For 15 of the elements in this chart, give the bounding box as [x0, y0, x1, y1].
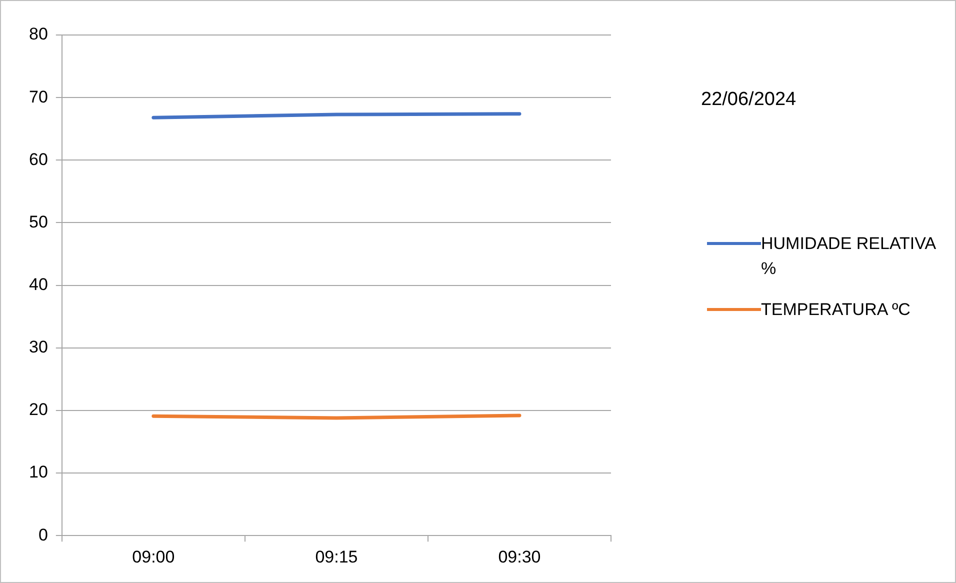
- y-tick-label: 20: [28, 400, 48, 420]
- y-tick-label: 60: [28, 150, 48, 169]
- legend-label: HUMIDADE RELATIVA %: [761, 233, 937, 280]
- y-tick-label: 30: [28, 338, 48, 357]
- y-tick-label: 40: [28, 274, 48, 294]
- x-tick-label: 09:00: [132, 547, 175, 566]
- y-tick-label: 50: [28, 212, 48, 232]
- y-tick-label: 0: [38, 525, 48, 544]
- x-tick-label: 09:30: [498, 547, 541, 566]
- text: 22/06/2024: [701, 89, 796, 111]
- x-tick-label: 09:15: [315, 547, 358, 566]
- y-tick-label: 70: [28, 87, 48, 106]
- legend-label: TEMPERATURA ºC: [761, 299, 910, 321]
- y-tick-label: 10: [28, 462, 48, 482]
- y-tick-label: 80: [28, 24, 48, 44]
